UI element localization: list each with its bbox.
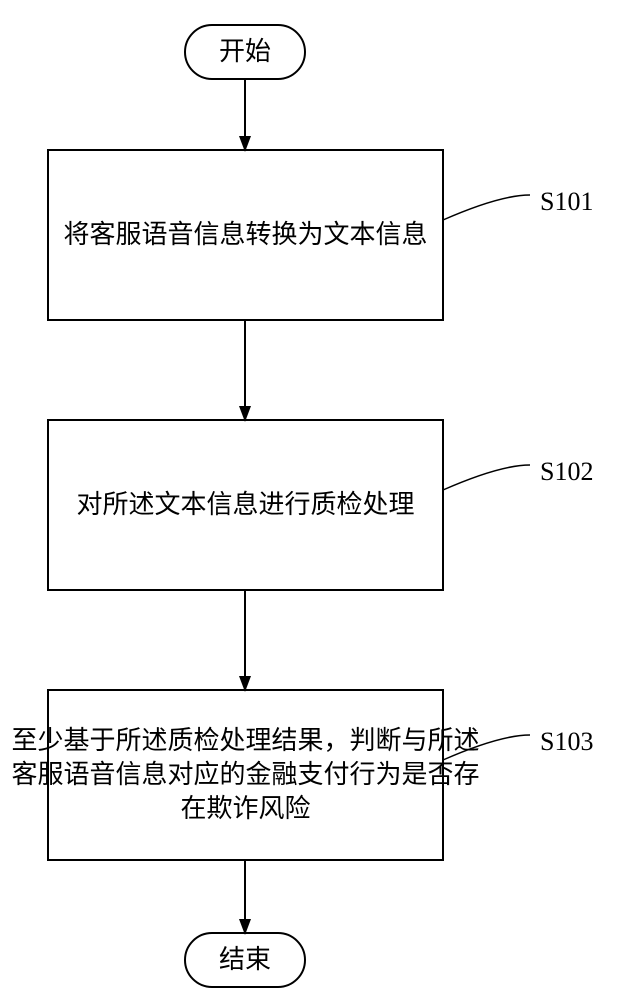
nodes-layer: 开始将客服语音信息转换为文本信息对所述文本信息进行质检处理至少基于所述质检处理结… bbox=[11, 25, 479, 987]
end-label: 结束 bbox=[219, 945, 271, 974]
s102-text-line-0: 对所述文本信息进行质检处理 bbox=[76, 490, 414, 519]
s103-step-label: S103 bbox=[540, 727, 593, 756]
s103-text-line-1: 客服语音信息对应的金融支付行为是否存 bbox=[11, 760, 479, 789]
s102-step-label: S102 bbox=[540, 457, 593, 486]
flowchart-canvas: 开始将客服语音信息转换为文本信息对所述文本信息进行质检处理至少基于所述质检处理结… bbox=[0, 0, 636, 1000]
s102-leader bbox=[443, 465, 530, 490]
s101-text-line-0: 将客服语音信息转换为文本信息 bbox=[63, 220, 427, 249]
s101-leader bbox=[443, 195, 530, 220]
start-label: 开始 bbox=[219, 37, 271, 66]
s101-step-label: S101 bbox=[540, 187, 593, 216]
s103-text-line-0: 至少基于所述质检处理结果，判断与所述 bbox=[11, 726, 479, 755]
labels-layer: S101 S102 S103 bbox=[443, 187, 593, 760]
s103-text-line-2: 在欺诈风险 bbox=[180, 794, 310, 823]
